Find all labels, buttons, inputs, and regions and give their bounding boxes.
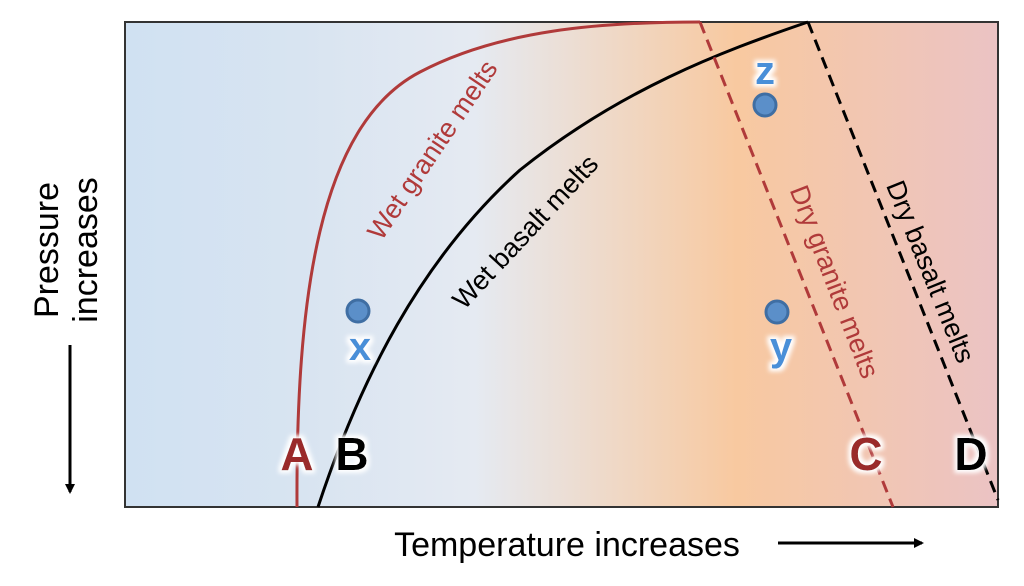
wet-basalt-curve <box>316 20 809 508</box>
letter-c: C <box>849 428 882 480</box>
wet-granite-curve <box>295 20 701 508</box>
y-axis-label-line1: Pressure <box>28 182 66 318</box>
dry-granite-line <box>698 21 895 508</box>
letter-d: D <box>954 428 987 480</box>
y-axis-label-line2: increases <box>67 177 105 323</box>
letter-b: B <box>335 428 368 480</box>
plot-area <box>124 21 999 508</box>
point-x-label: x <box>349 325 371 369</box>
x-axis-label: Temperature increases <box>394 526 740 564</box>
point-y: y <box>764 299 793 369</box>
point-x: x <box>345 298 371 369</box>
point-y-label: y <box>770 325 793 369</box>
point-z-label: z <box>755 49 775 93</box>
dry-basalt-line <box>806 21 1000 501</box>
letter-a: A <box>280 428 313 480</box>
point-z: z <box>752 49 778 118</box>
